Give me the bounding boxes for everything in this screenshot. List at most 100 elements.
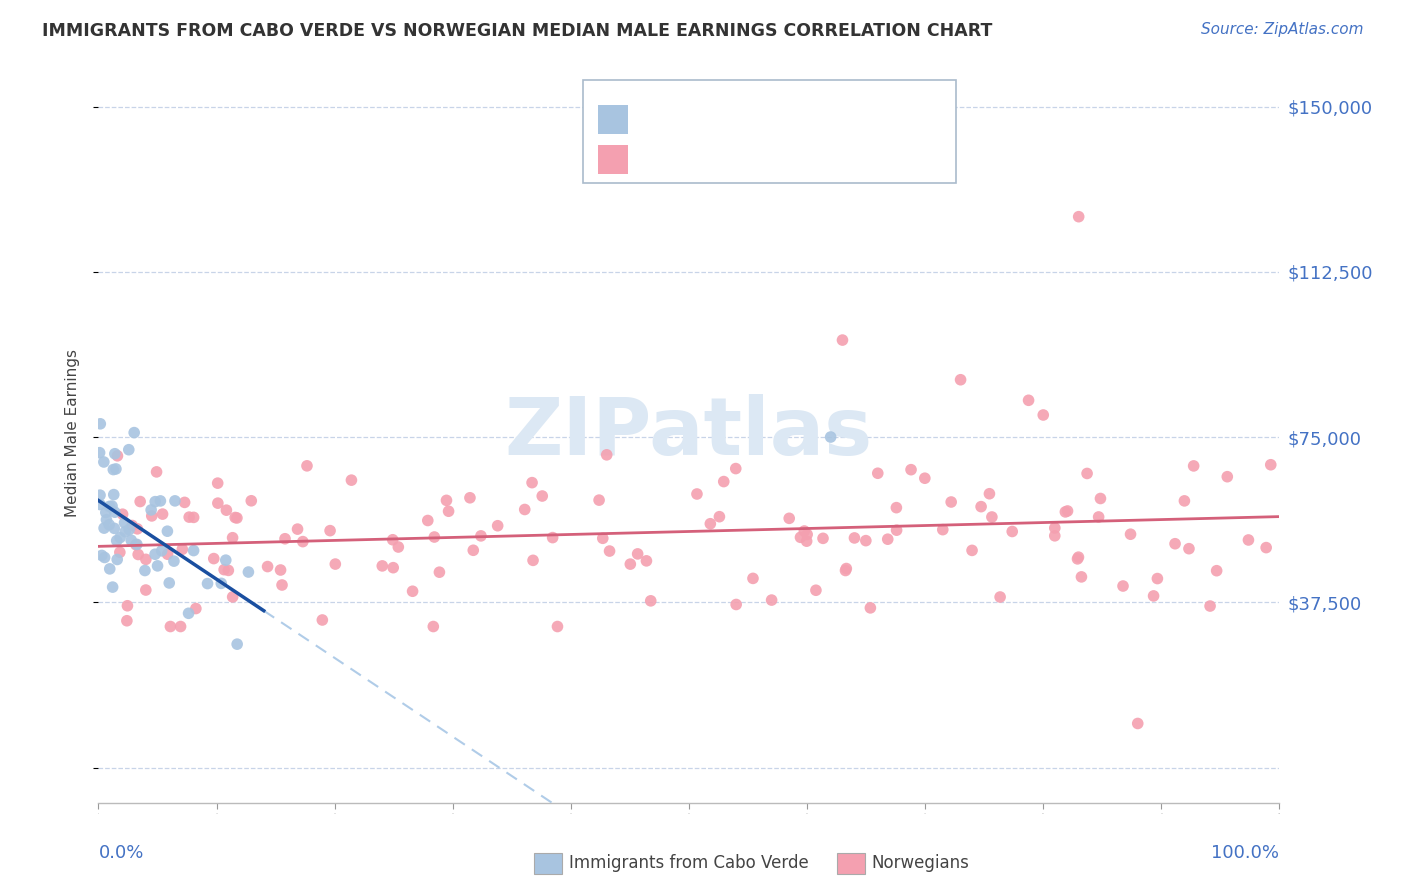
Point bbox=[437, 504, 460, 518]
Point bbox=[118, 523, 141, 537]
Point bbox=[458, 491, 481, 505]
Text: 100.0%: 100.0% bbox=[1212, 844, 1279, 862]
Point bbox=[96, 513, 118, 527]
Point bbox=[1164, 537, 1187, 551]
Point bbox=[122, 425, 145, 440]
Point bbox=[104, 447, 127, 461]
Point bbox=[831, 333, 853, 347]
Point bbox=[381, 533, 404, 547]
Point bbox=[1076, 467, 1098, 481]
Point bbox=[835, 561, 858, 575]
Point bbox=[970, 500, 993, 514]
Point bbox=[101, 580, 124, 594]
Point bbox=[1054, 505, 1077, 519]
Point bbox=[98, 562, 121, 576]
Point bbox=[1260, 458, 1282, 472]
Point bbox=[104, 505, 127, 519]
Point bbox=[145, 465, 167, 479]
Point bbox=[1043, 521, 1066, 535]
Point bbox=[98, 517, 121, 532]
Point bbox=[531, 489, 554, 503]
Point bbox=[742, 571, 765, 585]
Point bbox=[886, 523, 908, 537]
Point bbox=[941, 495, 963, 509]
Point bbox=[1112, 579, 1135, 593]
Point bbox=[215, 553, 238, 567]
Point bbox=[156, 547, 179, 561]
Point bbox=[108, 531, 131, 545]
Point bbox=[866, 467, 889, 481]
Point bbox=[1178, 541, 1201, 556]
Point bbox=[429, 565, 451, 579]
Text: Source: ZipAtlas.com: Source: ZipAtlas.com bbox=[1201, 22, 1364, 37]
Point bbox=[699, 516, 721, 531]
Point bbox=[546, 619, 568, 633]
Point bbox=[1142, 589, 1164, 603]
Point bbox=[340, 473, 363, 487]
Point bbox=[761, 593, 783, 607]
Point bbox=[1032, 408, 1054, 422]
Point bbox=[114, 516, 136, 530]
Point bbox=[1205, 564, 1227, 578]
Point bbox=[979, 487, 1001, 501]
Point bbox=[1090, 491, 1112, 506]
Point bbox=[177, 607, 200, 621]
Point bbox=[686, 487, 709, 501]
Point bbox=[422, 619, 444, 633]
Point bbox=[1126, 716, 1149, 731]
Point bbox=[103, 462, 125, 476]
Point bbox=[89, 488, 111, 502]
Point bbox=[108, 545, 131, 559]
Point bbox=[89, 498, 111, 512]
Point bbox=[876, 532, 898, 546]
Point bbox=[135, 552, 157, 566]
Point bbox=[416, 514, 439, 528]
Point bbox=[117, 599, 139, 613]
Point bbox=[159, 619, 181, 633]
Point bbox=[980, 510, 1002, 524]
Point bbox=[93, 455, 115, 469]
Point bbox=[592, 531, 614, 545]
Point bbox=[207, 496, 229, 510]
Point bbox=[401, 584, 423, 599]
Point bbox=[238, 565, 260, 579]
Point bbox=[436, 493, 458, 508]
Point bbox=[1066, 552, 1088, 566]
Point bbox=[127, 548, 149, 562]
Point bbox=[224, 510, 246, 524]
Point bbox=[855, 533, 877, 548]
Point bbox=[859, 600, 882, 615]
Point bbox=[914, 471, 936, 485]
Point bbox=[900, 463, 922, 477]
Text: Immigrants from Cabo Verde: Immigrants from Cabo Verde bbox=[569, 855, 810, 872]
Point bbox=[135, 582, 157, 597]
Point bbox=[93, 521, 115, 535]
Point bbox=[1216, 469, 1239, 483]
Point bbox=[1070, 570, 1092, 584]
Point bbox=[713, 475, 735, 489]
Point bbox=[111, 507, 134, 521]
Point bbox=[183, 543, 205, 558]
Text: Norwegians: Norwegians bbox=[872, 855, 970, 872]
Point bbox=[1067, 550, 1090, 565]
Point bbox=[89, 417, 111, 431]
Point bbox=[804, 583, 827, 598]
Point bbox=[143, 547, 166, 561]
Point bbox=[163, 494, 186, 508]
Text: R = -0.276    N =  50: R = -0.276 N = 50 bbox=[640, 110, 868, 128]
Point bbox=[271, 578, 294, 592]
Point bbox=[172, 542, 194, 557]
Point bbox=[725, 598, 748, 612]
Point bbox=[640, 594, 662, 608]
Point bbox=[932, 523, 955, 537]
Point bbox=[287, 522, 309, 536]
Point bbox=[105, 533, 128, 548]
Point bbox=[371, 558, 394, 573]
Point bbox=[886, 500, 908, 515]
Point bbox=[156, 524, 179, 539]
Point bbox=[541, 531, 564, 545]
Point bbox=[789, 530, 811, 544]
Point bbox=[103, 487, 125, 501]
Point bbox=[295, 458, 318, 473]
Point bbox=[94, 506, 117, 520]
